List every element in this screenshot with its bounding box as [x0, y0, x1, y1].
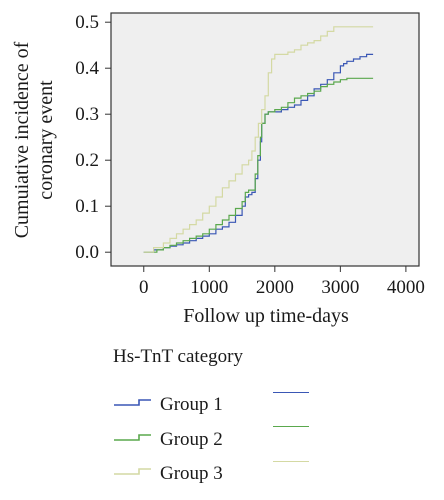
- y-tick-label: 0.4: [75, 58, 99, 79]
- y-tick-label: 0.3: [75, 104, 99, 125]
- y-tick-label: 0.2: [75, 150, 99, 171]
- y-axis-title-line-1: Cumuiative incidence of: [11, 41, 33, 238]
- x-tick-label: 3000: [321, 277, 359, 298]
- series-line-group-3: [143, 26, 374, 253]
- legend-label-group-2: Group 2: [160, 429, 223, 450]
- y-axis-title: Cumuiative incidence of coronary event: [11, 41, 57, 238]
- x-tick-label: 0: [139, 277, 149, 298]
- legend-swatch-group-1: [114, 399, 151, 406]
- y-axis-title-line-2: coronary event: [35, 80, 57, 200]
- x-axis-title: Follow up time-days: [183, 305, 349, 327]
- legend-line-group-1: [273, 392, 309, 393]
- legend-swatch-group-2: [114, 434, 151, 441]
- legend-line-group-2: [273, 426, 309, 427]
- x-tick-label: 2000: [256, 277, 294, 298]
- series-line-group-2: [143, 77, 374, 253]
- y-tick-label: 0.5: [75, 12, 99, 33]
- y-tick-label: 0.1: [75, 196, 99, 217]
- legend-line-group-3: [273, 461, 309, 462]
- axis-layer: 0 1000 2000 3000 4000 0.0 0.1 0.2 0.3 0.4 0.5: [75, 12, 425, 298]
- x-tick-label: 1000: [190, 277, 228, 298]
- y-tick-label: 0.0: [75, 242, 99, 263]
- plot-background: [110, 12, 420, 267]
- legend-label-group-1: Group 1: [160, 394, 223, 415]
- series-line-group-1: [143, 53, 374, 253]
- x-tick-label: 4000: [387, 277, 425, 298]
- legend-label-group-3: Group 3: [160, 463, 223, 484]
- legend-swatch-group-3: [114, 468, 151, 475]
- legend-title: Hs-TnT category: [113, 346, 243, 367]
- series-layer: [143, 26, 374, 253]
